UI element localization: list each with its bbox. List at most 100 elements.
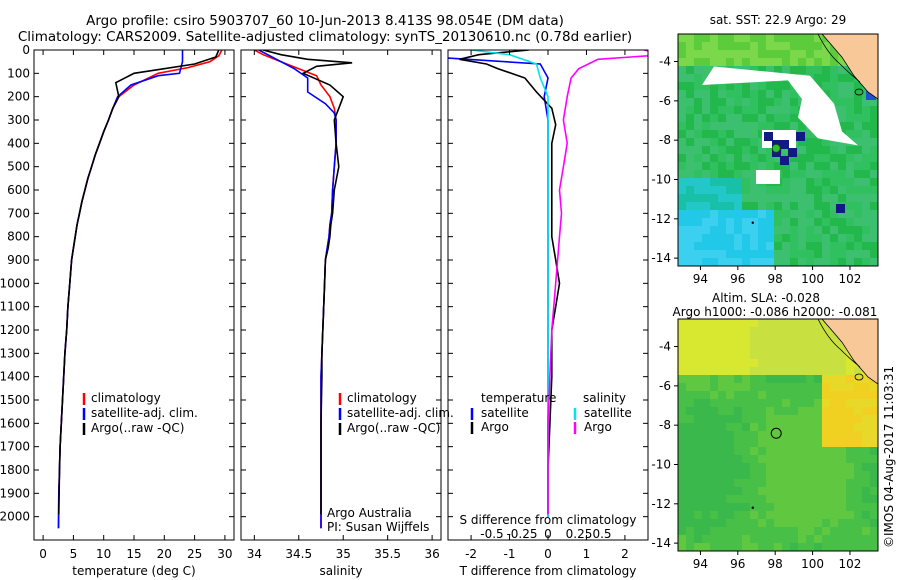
sst-map-cell: [830, 202, 838, 210]
sla-map-cell: [750, 543, 758, 551]
sla-map-cell: [710, 431, 718, 439]
sst-map-cell: [718, 186, 726, 194]
sst-map-cell: [814, 34, 822, 42]
sst-map-cell: [822, 234, 830, 242]
sst-map-cell: [742, 34, 750, 42]
sla-map-cell: [750, 479, 758, 487]
sla-map-cell: [702, 375, 710, 383]
sla-map-cell: [686, 423, 694, 431]
sla-map-cell: [830, 367, 838, 375]
sla-map-cell: [846, 495, 854, 503]
sla-map-cell: [790, 519, 798, 527]
temperature-ytick-label: 1400: [0, 370, 30, 384]
sla-map-cell: [782, 495, 790, 503]
sst-map-cell: [870, 162, 878, 170]
sla-map-cell: [862, 527, 870, 535]
sla-map-cell: [854, 415, 862, 423]
sla-map-cell: [774, 455, 782, 463]
sla-map-title: Altim. SLA: -0.028: [712, 291, 820, 305]
sla-map-cell: [686, 543, 694, 551]
sst-map-cell: [742, 226, 750, 234]
sst-map-cell: [814, 58, 822, 66]
sla-map-cell: [870, 391, 878, 399]
sla-map-cell: [734, 327, 742, 335]
sst-map-cell: [726, 178, 734, 186]
sla-map-cell: [822, 471, 830, 479]
sla-map-cell: [814, 495, 822, 503]
sst-map-cell: [790, 210, 798, 218]
sst-map-cell: [758, 42, 766, 50]
sst-map-cell: [678, 34, 686, 42]
sst-map-cell: [750, 202, 758, 210]
sla-map-cell: [766, 407, 774, 415]
sst-map-cell: [678, 90, 686, 98]
sst-map-cell: [702, 74, 710, 82]
sla-map-cell: [790, 495, 798, 503]
sla-map-cell: [694, 535, 702, 543]
sla-map-cell: [782, 471, 790, 479]
sla-map-cell: [814, 535, 822, 543]
sla-map-cell: [678, 343, 686, 351]
sst-map-cell: [742, 106, 750, 114]
sst-map-cell: [822, 186, 830, 194]
sst-map-cell: [686, 202, 694, 210]
sla-map-cell: [702, 391, 710, 399]
sst-map-cell: [870, 98, 878, 106]
sla-map-cell: [694, 519, 702, 527]
sst-map-cell: [838, 178, 846, 186]
sst-map-cell: [790, 162, 798, 170]
sla-map-cell: [862, 447, 870, 455]
sla-map-cell: [758, 351, 766, 359]
sla-map-cell: [854, 431, 862, 439]
sla-map-cell: [806, 351, 814, 359]
sst-map-cell: [742, 82, 750, 90]
sst-map-cell: [710, 154, 718, 162]
sst-map-cell: [750, 34, 758, 42]
sla-map-cell: [766, 343, 774, 351]
sla-map-cell: [822, 415, 830, 423]
sla-map-cell: [678, 319, 686, 327]
difference-legend-header: salinity: [583, 391, 626, 405]
sst-map-cell: [686, 42, 694, 50]
sla-map-cell: [790, 439, 798, 447]
sst-map-cell: [758, 90, 766, 98]
sst-map-cell: [686, 154, 694, 162]
sla-map-cell: [830, 431, 838, 439]
sla-map-cell: [694, 495, 702, 503]
salinity-axes-frame: [240, 49, 442, 541]
sst-map-cell: [734, 114, 742, 122]
sst-map-cell: [782, 178, 790, 186]
sla-map-cell: [774, 471, 782, 479]
sla-map-cell: [806, 447, 814, 455]
sst-map-cell: [718, 242, 726, 250]
sla-map-cell: [798, 487, 806, 495]
sla-map-cell: [870, 439, 878, 447]
sst-map-cell: [838, 154, 846, 162]
sst-map-cell: [734, 130, 742, 138]
temperature-ytick-label: 900: [7, 253, 30, 267]
difference-series-line: [547, 50, 648, 515]
sla-map-cell: [686, 495, 694, 503]
sla-map-cell: [726, 447, 734, 455]
sla-map-cell: [822, 375, 830, 383]
sla-map-cell: [838, 375, 846, 383]
sst-map-cell: [806, 138, 814, 146]
sla-map-cell: [814, 463, 822, 471]
sla-map-cell: [806, 415, 814, 423]
sst-map-cell: [822, 194, 830, 202]
sst-map-cell: [686, 58, 694, 66]
sst-map-cell: [782, 226, 790, 234]
sla-map-cell: [846, 455, 854, 463]
sla-map-cell: [686, 375, 694, 383]
sla-map-cell: [798, 383, 806, 391]
sst-map-cell: [710, 82, 718, 90]
sst-map-cell: [830, 154, 838, 162]
sla-map-cell: [822, 367, 830, 375]
sla-map-cell: [710, 383, 718, 391]
sla-map-cell: [846, 367, 854, 375]
sst-map-cell: [710, 106, 718, 114]
sla-map-cell: [750, 503, 758, 511]
sst-map-cell: [806, 42, 814, 50]
sst-map-cell: [742, 146, 750, 154]
sst-map-cell: [782, 234, 790, 242]
